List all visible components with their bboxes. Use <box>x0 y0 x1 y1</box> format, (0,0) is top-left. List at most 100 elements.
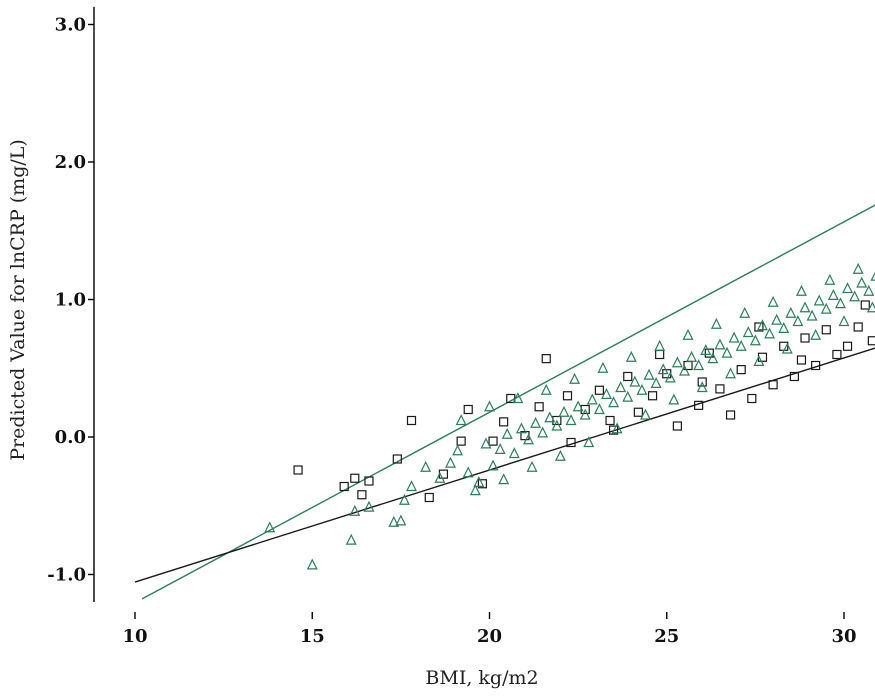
triangle-point <box>601 388 612 399</box>
triangle-point <box>406 480 417 492</box>
square-point <box>562 391 573 401</box>
triangle-point <box>664 371 676 383</box>
triangle-point <box>484 400 495 412</box>
square-point <box>350 473 360 483</box>
triangle-point <box>785 306 797 318</box>
triangle-point <box>654 339 666 351</box>
square-point <box>633 407 643 417</box>
x-tick-label: 15 <box>300 626 325 647</box>
square-point <box>800 333 810 343</box>
triangle-point <box>696 381 708 393</box>
triangle-point <box>597 361 609 373</box>
square-point <box>672 421 682 431</box>
triangle-point <box>806 309 818 321</box>
square-point <box>552 415 562 426</box>
triangle-point <box>452 444 464 456</box>
triangle-point <box>764 327 776 339</box>
square-point <box>655 349 665 360</box>
triangle-point <box>530 416 542 428</box>
triangle-point <box>515 422 527 434</box>
y-tick-label: -1.0 <box>47 565 86 586</box>
data-points <box>264 262 875 570</box>
square-point <box>566 437 576 448</box>
triangle-point <box>728 331 740 343</box>
square-point <box>725 410 736 420</box>
square-point <box>789 371 799 382</box>
square-point <box>477 479 488 489</box>
triangle-point <box>742 326 754 338</box>
triangle-point <box>512 392 524 404</box>
square-point <box>747 393 757 404</box>
square-point <box>694 400 704 410</box>
triangle-point <box>643 368 655 380</box>
triangle-point <box>434 471 446 483</box>
triangle-point <box>792 315 804 327</box>
square-point <box>357 490 367 500</box>
square-point <box>867 336 875 346</box>
square-point <box>463 404 473 415</box>
triangle-point <box>558 405 570 417</box>
triangle-point <box>650 377 662 388</box>
x-tick-label: 30 <box>831 626 856 647</box>
x-tick-label: 25 <box>654 626 679 647</box>
square-point <box>580 404 590 415</box>
triangle-point <box>611 422 623 434</box>
x-axis-ticks: 101520253035404550 <box>122 612 857 647</box>
triangle-point <box>749 334 761 346</box>
triangle-point <box>820 302 832 314</box>
triangle-point <box>771 313 783 325</box>
square-point <box>768 380 778 390</box>
fit-lines <box>134 204 875 600</box>
triangle-point <box>810 328 822 340</box>
triangle-point <box>544 411 556 423</box>
y-tick-label: 0.0 <box>55 427 86 448</box>
triangle-point <box>593 403 605 415</box>
triangle-point <box>583 436 595 448</box>
triangle-point <box>714 338 726 350</box>
triangle-point <box>473 476 485 487</box>
triangle-point <box>781 342 793 354</box>
square-point <box>811 360 821 371</box>
square-point <box>842 341 853 351</box>
triangle-point <box>480 437 492 449</box>
triangle-point <box>398 493 410 505</box>
triangle-point <box>586 393 598 405</box>
square-point <box>406 415 417 426</box>
x-axis-label: BMI, kg/m2 <box>425 667 538 689</box>
square-point <box>293 465 303 475</box>
triangle-point <box>629 375 641 387</box>
triangle-point <box>856 276 868 288</box>
square-point <box>715 384 725 394</box>
x-tick-label: 10 <box>122 626 147 647</box>
triangle-point <box>838 315 850 327</box>
y-axis-ticks: -1.0 0.0 1.0 2.0 3.0 <box>47 15 94 586</box>
square-point <box>623 371 633 382</box>
triangle-point <box>501 427 513 439</box>
triangle-point <box>469 484 481 496</box>
triangle-point <box>753 355 765 366</box>
triangle-point <box>725 367 737 379</box>
square-point <box>594 385 604 395</box>
triangle-point <box>827 289 839 300</box>
y-tick-label: 3.0 <box>55 15 86 36</box>
triangle-point <box>721 346 733 358</box>
triangle-point <box>700 344 712 355</box>
square-point <box>541 354 551 364</box>
triangle-point <box>756 319 768 331</box>
triangle-point <box>682 328 694 340</box>
triangle-point <box>710 317 722 329</box>
triangle-point <box>739 306 751 318</box>
triangle-point <box>306 558 318 570</box>
triangle-point <box>671 356 683 368</box>
square-point <box>853 322 863 332</box>
triangle-point <box>640 408 651 420</box>
y-tick-label: 1.0 <box>55 290 86 311</box>
triangle-point <box>537 426 549 438</box>
triangle-point <box>849 290 861 302</box>
triangle-point <box>487 459 499 471</box>
square-point <box>608 425 619 435</box>
triangle-point <box>579 408 591 420</box>
triangle-point <box>494 443 506 454</box>
triangle-point <box>679 364 690 376</box>
